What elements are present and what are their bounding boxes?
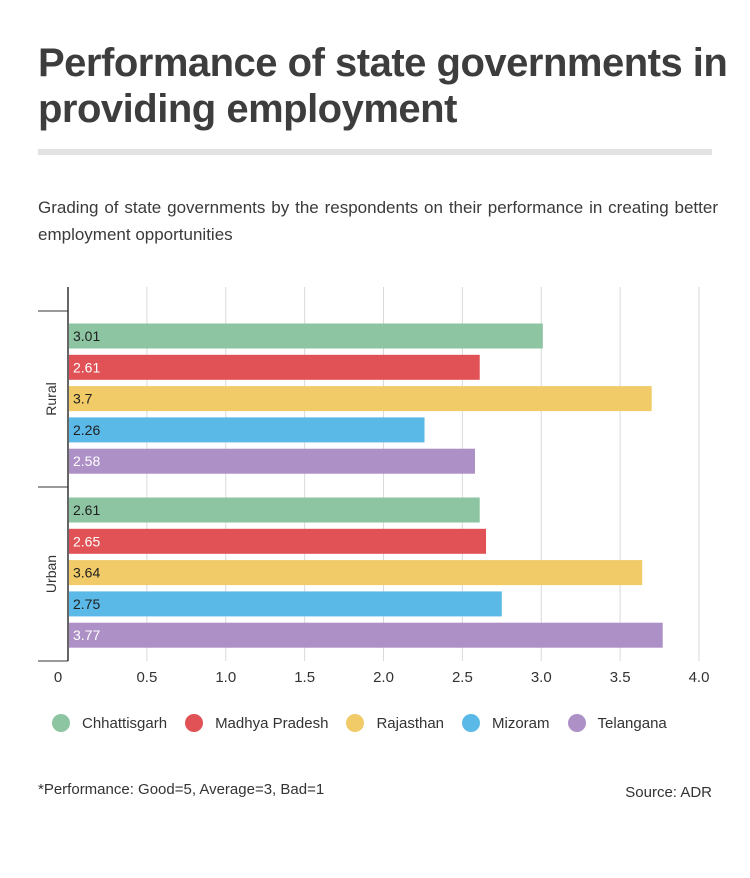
chart-subtitle: Grading of state governments by the resp… (38, 198, 718, 244)
data-label: 3.01 (73, 328, 100, 344)
legend-swatch (52, 714, 70, 732)
bar (69, 622, 663, 648)
bar (69, 386, 652, 412)
x-tick-label: 1.5 (294, 669, 315, 686)
x-tick-label: 3.0 (531, 669, 552, 686)
legend-label: Chhattisgarh (82, 714, 168, 732)
legend-item-mizoram: Mizoram (462, 714, 550, 732)
title-divider (38, 149, 712, 155)
legend-swatch (185, 714, 204, 732)
data-label: 2.26 (73, 422, 100, 438)
legend-label: Mizoram (492, 714, 550, 732)
legend-item-chhattisgarh: Chhattisgarh (52, 714, 167, 732)
data-label: 3.64 (73, 565, 100, 581)
legend-label: Telangana (597, 714, 667, 732)
chart-legend: Chhattisgarh Madhya Pradesh Rajasthan Mi… (52, 714, 685, 732)
legend-item-rajasthan: Rajasthan (346, 714, 444, 732)
chart-title: Performance of state governments in prov… (38, 41, 728, 131)
bar (69, 497, 480, 523)
bar (69, 323, 543, 349)
category-label: Rural (43, 382, 59, 415)
legend-item-madhya-pradesh: Madhya Pradesh (185, 714, 328, 732)
data-label: 3.7 (73, 391, 93, 407)
x-tick-label: 1.0 (215, 669, 236, 686)
x-tick-label: 2.5 (452, 669, 473, 686)
legend-swatch (346, 714, 365, 732)
x-tick-label: 4.0 (689, 669, 710, 686)
bar-chart: 0 0.5 1.0 1.5 2.0 2.5 3.0 3.5 4.0 3.01 2.61 3.7 2.26… (38, 287, 710, 686)
bar (69, 591, 502, 617)
data-label: 2.75 (73, 596, 100, 612)
legend-label: Rajasthan (376, 714, 445, 732)
x-tick-label: 2.0 (373, 669, 394, 686)
footnote: *Performance: Good=5, Average=3, Bad=1 (38, 781, 325, 798)
legend-swatch (462, 714, 481, 732)
data-label: 3.77 (73, 627, 100, 643)
x-tick-label: 0 (54, 669, 62, 686)
bar (69, 448, 475, 474)
legend-swatch (567, 714, 586, 732)
legend-item-telangana: Telangana (567, 714, 667, 732)
data-label: 2.58 (73, 453, 100, 469)
legend-label: Madhya Pradesh (215, 714, 329, 732)
source-credit: Source: ADR (625, 784, 712, 801)
category-label: Urban (43, 555, 59, 593)
bar (69, 528, 487, 554)
data-label: 2.65 (73, 533, 100, 549)
bar (69, 417, 425, 443)
x-tick-label: 0.5 (136, 669, 157, 686)
bar (69, 354, 480, 380)
x-tick-label: 3.5 (610, 669, 631, 686)
bar (69, 560, 643, 586)
data-label: 2.61 (73, 359, 100, 375)
data-label: 2.61 (73, 502, 100, 518)
